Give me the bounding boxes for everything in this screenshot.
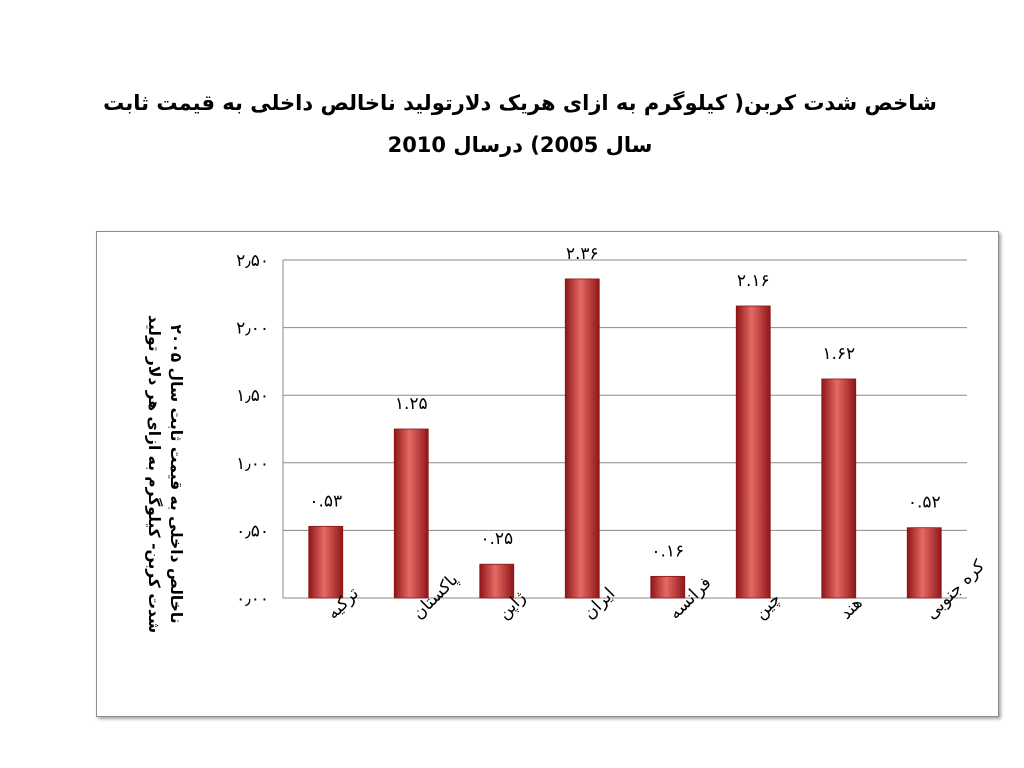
y-axis-title-line1: شدت کربن- کیلوگرم به ازای هر دلار تولید	[145, 315, 164, 633]
slide-title: شاخص شدت کربن( کیلوگرم به ازای هریک دلار…	[90, 82, 950, 166]
y-tick-label: ۱٫۵۰	[236, 386, 269, 406]
data-label: ۲.۳۶	[566, 244, 599, 264]
bar-chart: ۰٫۰۰ ۰٫۵۰ ۱٫۰۰ ۱٫۵۰ ۲٫۰۰ ۲٫۵۰ ۰.۵۳ ۱.۲۵ ۰.۲۵ ۲.۳…	[145, 244, 990, 633]
y-axis-title-line2: ناخالص داخلی به قیمت ثابت سال ۲۰۰۵	[167, 324, 185, 623]
y-axis-ticks: ۰٫۰۰ ۰٫۵۰ ۱٫۰۰ ۱٫۵۰ ۲٫۰۰ ۲٫۵۰	[236, 251, 269, 609]
data-label: ۱.۶۲	[822, 344, 855, 364]
slide-title-line2: سال 2005) درسال 2010	[387, 133, 653, 157]
data-label: ۰.۵۳	[309, 491, 342, 511]
y-tick-label: ۱٫۰۰	[236, 454, 269, 474]
y-tick-label: ۲٫۵۰	[236, 251, 269, 271]
bar	[650, 575, 686, 599]
data-label: ۰.۵۲	[908, 493, 941, 513]
data-label: ۱.۲۵	[395, 394, 428, 414]
chart-frame: ۰٫۰۰ ۰٫۵۰ ۱٫۰۰ ۱٫۵۰ ۲٫۰۰ ۲٫۵۰ ۰.۵۳ ۱.۲۵ ۰.۲۵ ۲.۳…	[96, 231, 999, 717]
data-labels: ۰.۵۳ ۱.۲۵ ۰.۲۵ ۲.۳۶ ۰.۱۶ ۲.۱۶ ۱.۶۲ ۰.۵۲	[309, 244, 940, 561]
y-tick-label: ۰٫۵۰	[236, 521, 269, 541]
bar	[479, 563, 515, 599]
y-tick-label: ۰٫۰۰	[236, 589, 269, 609]
bar	[735, 305, 771, 599]
y-axis-title: شدت کربن- کیلوگرم به ازای هر دلار تولید …	[145, 315, 185, 633]
bar	[906, 527, 942, 599]
data-label: ۰.۲۵	[480, 529, 513, 549]
bar	[821, 378, 857, 599]
bars	[308, 278, 942, 599]
bar	[393, 428, 429, 599]
data-label: ۲.۱۶	[737, 271, 770, 291]
gridlines	[282, 259, 967, 599]
bar	[308, 525, 344, 599]
data-label: ۰.۱۶	[651, 541, 684, 561]
bar	[564, 278, 600, 599]
slide-title-line1: شاخص شدت کربن( کیلوگرم به ازای هریک دلار…	[103, 91, 937, 115]
y-tick-label: ۲٫۰۰	[236, 319, 269, 339]
